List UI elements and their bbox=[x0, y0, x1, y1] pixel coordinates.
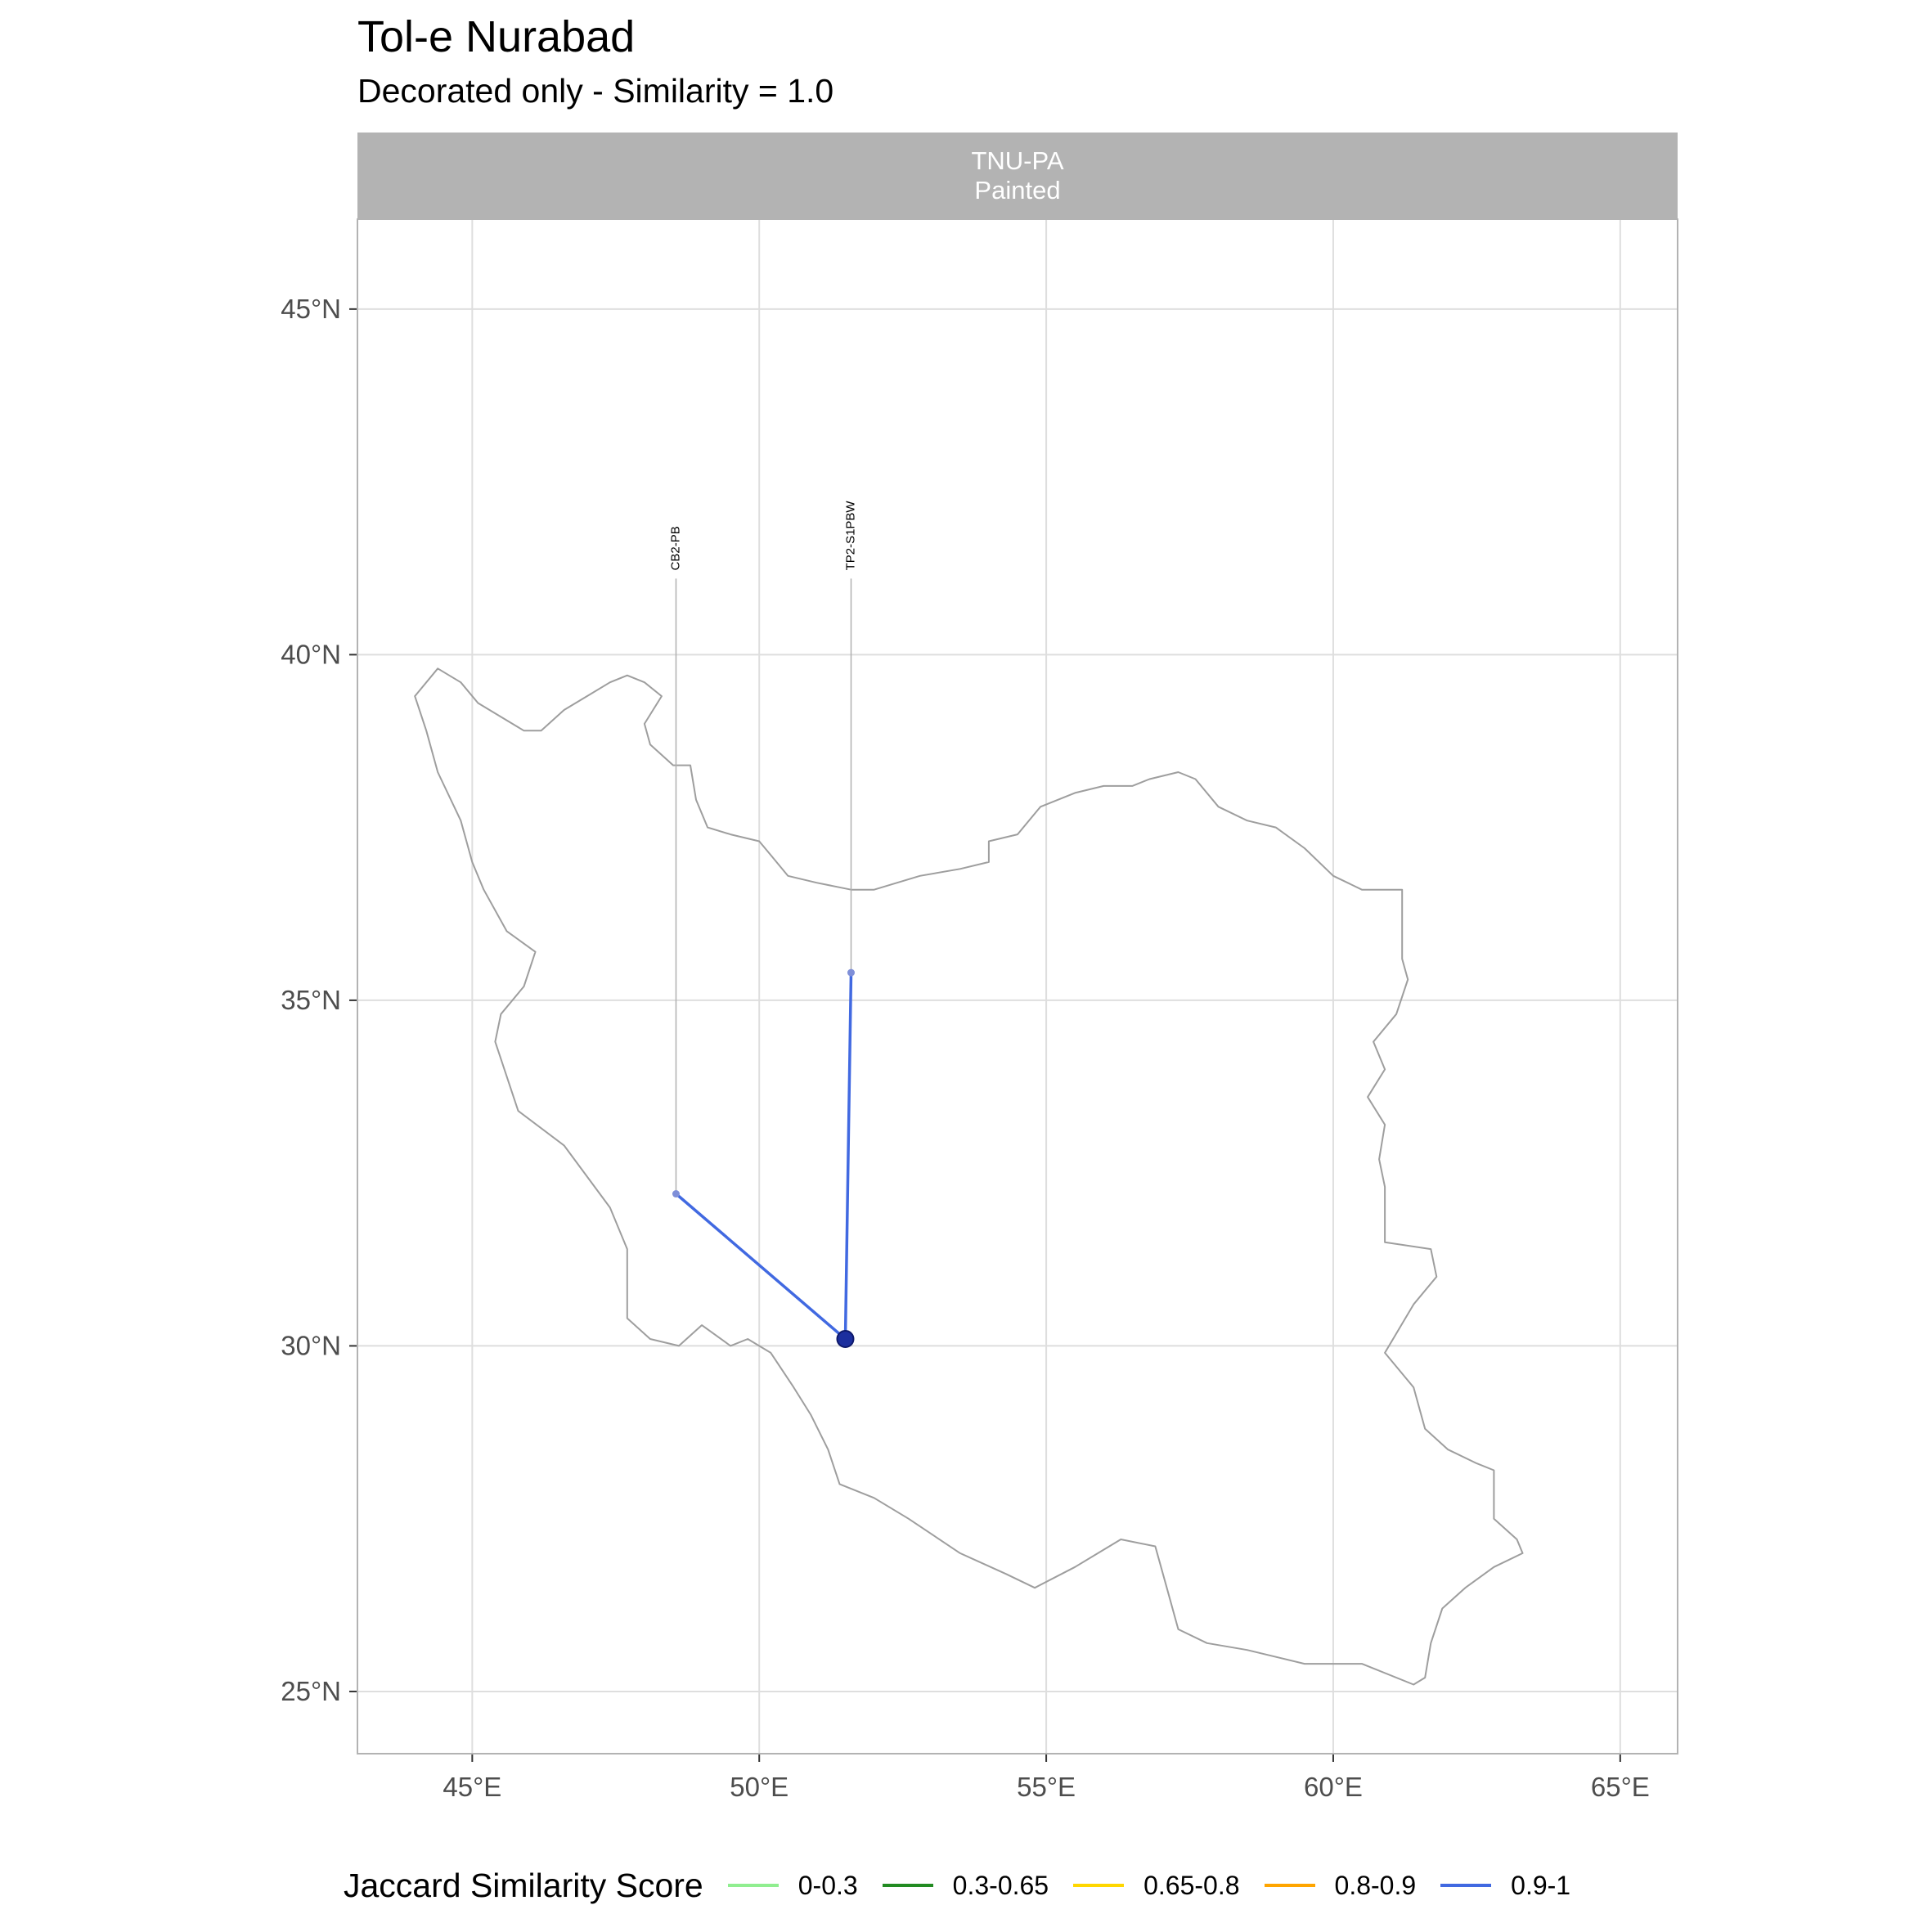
site-point bbox=[847, 968, 855, 977]
plot-subtitle: Decorated only - Similarity = 1.0 bbox=[357, 72, 834, 110]
x-tick-label: 55°E bbox=[1017, 1772, 1076, 1802]
legend-label: 0-0.3 bbox=[798, 1870, 858, 1900]
legend-item: 0.9-1 bbox=[1440, 1871, 1570, 1901]
facet-strip: TNU-PA Painted bbox=[357, 133, 1678, 219]
legend-item: 0.8-0.9 bbox=[1264, 1870, 1417, 1901]
legend-label: 0.3-0.65 bbox=[952, 1870, 1049, 1900]
panel-background bbox=[357, 219, 1678, 1754]
site-label: TP2-S1PBW bbox=[843, 501, 857, 571]
legend-key bbox=[1440, 1884, 1492, 1887]
legend-label: 0.9-1 bbox=[1511, 1870, 1571, 1900]
legend-key bbox=[727, 1884, 779, 1887]
legend-key bbox=[1264, 1884, 1315, 1887]
facet-label-code: TNU-PA bbox=[971, 146, 1064, 175]
legend-key bbox=[1073, 1884, 1125, 1887]
y-tick-label: 35°N bbox=[281, 985, 341, 1015]
legend-item: 0.65-0.8 bbox=[1073, 1870, 1240, 1901]
similarity-link bbox=[843, 971, 853, 1341]
x-tick-label: 60°E bbox=[1304, 1772, 1363, 1802]
facet-label-type: Painted bbox=[974, 176, 1061, 204]
origin-point bbox=[836, 1329, 855, 1348]
y-tick-label: 30°N bbox=[281, 1330, 341, 1360]
panel-border bbox=[357, 218, 1678, 1755]
country-outline bbox=[414, 667, 1524, 1686]
legend-label: 0.8-0.9 bbox=[1334, 1870, 1417, 1900]
legend-key bbox=[882, 1884, 933, 1887]
site-label: CB2-PB bbox=[668, 526, 682, 570]
x-tick-label: 45°E bbox=[443, 1772, 501, 1802]
y-tick-label: 25°N bbox=[281, 1676, 341, 1706]
x-tick-label: 50°E bbox=[730, 1772, 789, 1802]
legend: Jaccard Similarity Score 0-0.3 0.3-0.65 … bbox=[344, 1857, 1595, 1914]
legend-title: Jaccard Similarity Score bbox=[344, 1866, 703, 1904]
x-tick-label: 65°E bbox=[1591, 1772, 1650, 1802]
y-tick-label: 40°N bbox=[281, 639, 341, 669]
site-point bbox=[672, 1190, 680, 1198]
legend-item: 0-0.3 bbox=[727, 1870, 858, 1901]
legend-item: 0.3-0.65 bbox=[882, 1870, 1049, 1901]
similarity-link bbox=[674, 1192, 847, 1341]
y-tick-label: 45°N bbox=[281, 294, 341, 324]
legend-label: 0.65-0.8 bbox=[1143, 1870, 1240, 1900]
plot-title: Tol-e Nurabad bbox=[357, 12, 636, 61]
